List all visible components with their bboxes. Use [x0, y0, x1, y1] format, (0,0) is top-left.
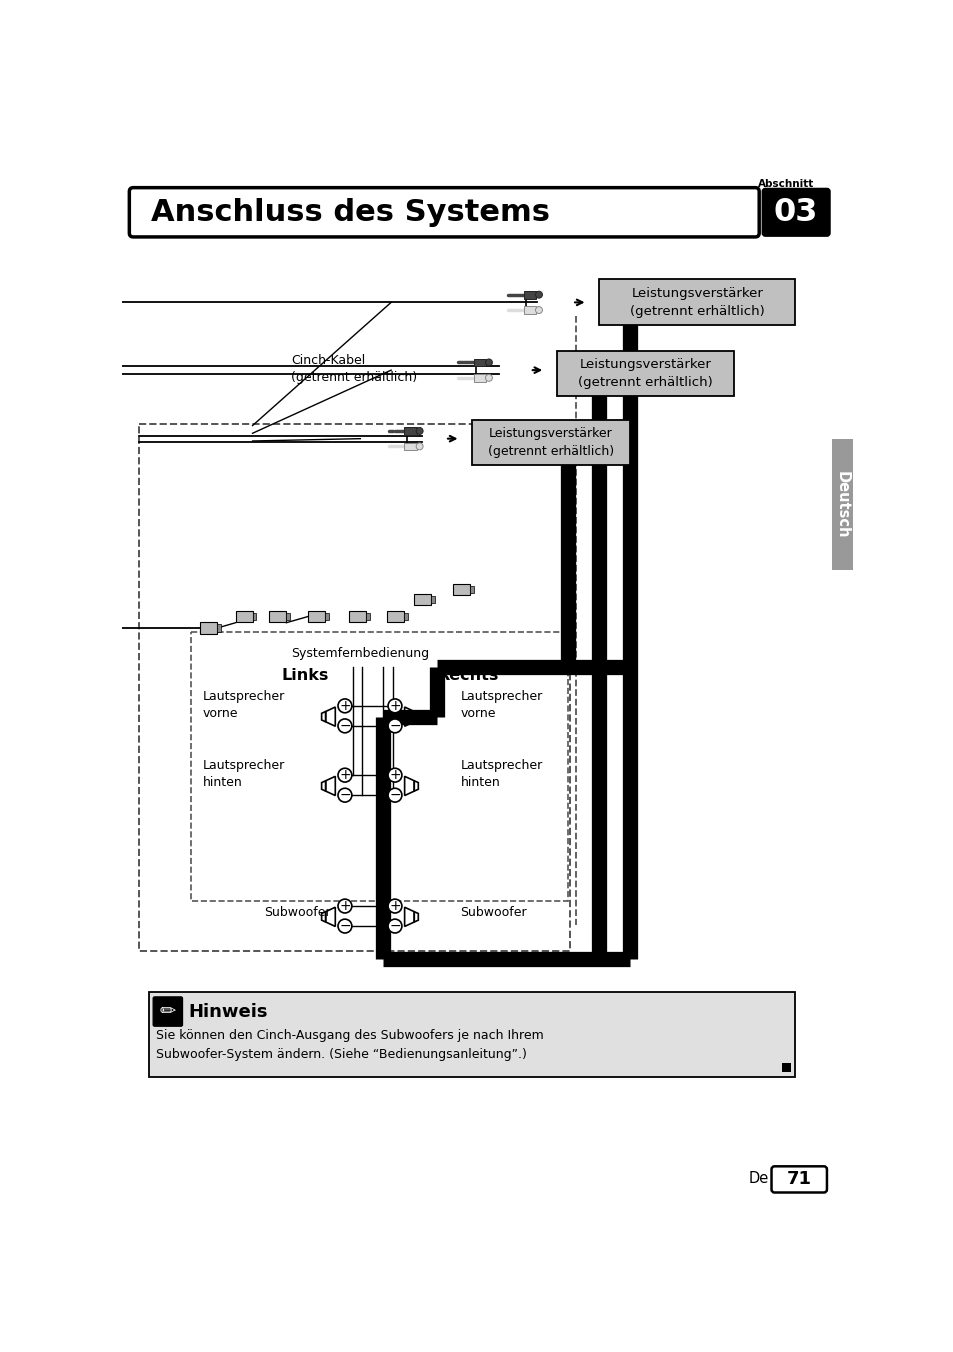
- Bar: [308, 611, 325, 622]
- Text: Lautsprecher
vorne: Lautsprecher vorne: [460, 690, 542, 721]
- Bar: [325, 612, 329, 621]
- Bar: [414, 594, 431, 606]
- Text: Anschluss des Systems: Anschluss des Systems: [151, 197, 549, 227]
- Circle shape: [337, 768, 352, 781]
- Text: Leistungsverstärker
(getrennt erhältlich): Leistungsverstärker (getrennt erhältlich…: [578, 358, 712, 389]
- FancyBboxPatch shape: [130, 188, 759, 237]
- Text: Systemfernbedienung: Systemfernbedienung: [291, 648, 429, 660]
- Bar: [191, 631, 568, 902]
- Circle shape: [388, 768, 401, 781]
- Text: +: +: [338, 899, 351, 913]
- Circle shape: [337, 899, 352, 913]
- Bar: [349, 611, 365, 622]
- Bar: [365, 612, 369, 621]
- Circle shape: [535, 307, 542, 314]
- Text: Links: Links: [281, 668, 328, 683]
- Bar: [431, 596, 435, 603]
- Circle shape: [388, 919, 401, 933]
- FancyBboxPatch shape: [761, 188, 829, 237]
- Text: −: −: [338, 719, 351, 733]
- Text: −: −: [338, 788, 351, 802]
- Text: Lautsprecher
hinten: Lautsprecher hinten: [460, 760, 542, 790]
- Text: Deutsch: Deutsch: [834, 470, 849, 538]
- Circle shape: [485, 360, 492, 366]
- Text: −: −: [389, 788, 400, 802]
- Text: ✏: ✏: [159, 1002, 176, 1021]
- Circle shape: [337, 699, 352, 713]
- Bar: [217, 625, 221, 633]
- FancyBboxPatch shape: [771, 1167, 826, 1192]
- Bar: [404, 427, 416, 435]
- Circle shape: [337, 719, 352, 733]
- Bar: [469, 585, 473, 594]
- FancyBboxPatch shape: [153, 996, 182, 1026]
- Text: +: +: [389, 699, 400, 713]
- Bar: [453, 584, 469, 595]
- Text: +: +: [338, 768, 351, 783]
- Text: Lautsprecher
hinten: Lautsprecher hinten: [202, 760, 284, 790]
- Circle shape: [388, 719, 401, 733]
- Bar: [149, 992, 795, 1078]
- Text: Hinweis: Hinweis: [189, 1003, 268, 1021]
- Bar: [473, 375, 485, 381]
- Bar: [387, 611, 404, 622]
- Bar: [598, 280, 795, 326]
- Bar: [235, 611, 253, 622]
- Bar: [557, 352, 733, 396]
- Text: +: +: [389, 899, 400, 913]
- Bar: [200, 622, 217, 634]
- Circle shape: [416, 427, 422, 434]
- Bar: [404, 442, 416, 450]
- Text: Subwoofer: Subwoofer: [460, 906, 526, 919]
- Text: Leistungsverstärker
(getrennt erhältlich): Leistungsverstärker (getrennt erhältlich…: [629, 287, 763, 318]
- Bar: [269, 611, 286, 622]
- Text: +: +: [389, 768, 400, 783]
- Bar: [404, 612, 408, 621]
- Circle shape: [337, 919, 352, 933]
- Bar: [138, 425, 569, 952]
- Text: Lautsprecher
vorne: Lautsprecher vorne: [202, 690, 284, 721]
- Bar: [286, 612, 290, 621]
- Bar: [253, 612, 256, 621]
- Text: −: −: [389, 919, 400, 933]
- Text: Rechts: Rechts: [437, 668, 498, 683]
- Text: Subwoofer: Subwoofer: [264, 906, 331, 919]
- Circle shape: [388, 899, 401, 913]
- Text: Abschnitt: Abschnitt: [758, 178, 814, 189]
- Circle shape: [388, 788, 401, 802]
- Bar: [831, 439, 852, 571]
- Text: De: De: [747, 1171, 767, 1186]
- Bar: [523, 307, 536, 314]
- Text: 71: 71: [786, 1171, 811, 1188]
- Circle shape: [388, 699, 401, 713]
- Text: +: +: [338, 699, 351, 713]
- Text: Leistungsverstärker
(getrennt erhältlich): Leistungsverstärker (getrennt erhältlich…: [487, 427, 614, 458]
- Text: Cinch-Kabel
(getrennt erhältlich): Cinch-Kabel (getrennt erhältlich): [291, 354, 416, 384]
- Bar: [523, 291, 536, 299]
- Text: 03: 03: [773, 197, 818, 227]
- Bar: [472, 420, 629, 465]
- Circle shape: [535, 291, 542, 299]
- Circle shape: [485, 375, 492, 381]
- Circle shape: [337, 788, 352, 802]
- Text: −: −: [389, 719, 400, 733]
- Text: Sie können den Cinch-Ausgang des Subwoofers je nach Ihrem
Subwoofer-System änder: Sie können den Cinch-Ausgang des Subwoof…: [156, 1029, 543, 1061]
- Bar: [473, 358, 485, 366]
- Circle shape: [416, 443, 422, 450]
- Text: −: −: [338, 919, 351, 933]
- Bar: [781, 1063, 790, 1072]
